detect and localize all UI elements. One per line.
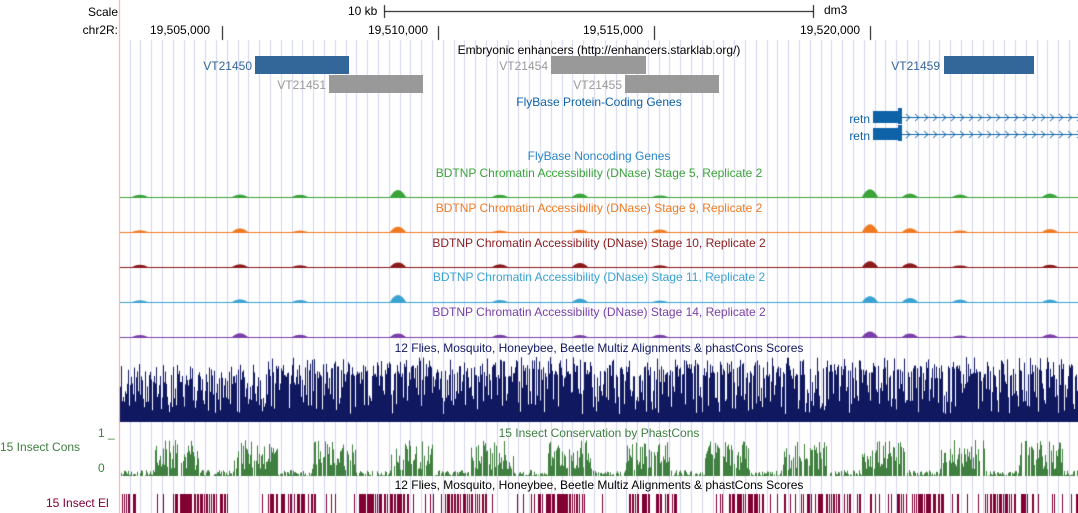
enhancer-feature[interactable] <box>255 56 349 74</box>
scale-label: Scale <box>87 5 118 19</box>
left-label-insect-cons[interactable]: 15 Insect Cons <box>0 440 81 454</box>
ruler-tick-label: 19,520,000 <box>800 23 861 37</box>
enhancer-label[interactable]: VT21450 <box>203 59 252 73</box>
assembly-label: dm3 <box>824 3 848 17</box>
enhancer-feature[interactable] <box>944 56 1034 74</box>
track-title-flybase-noncoding[interactable]: FlyBase Noncoding Genes <box>527 149 671 163</box>
track-title-dnase-stage5[interactable]: BDTNP Chromatin Accessibility (DNase) St… <box>435 166 763 180</box>
track-title-dnase-stage9[interactable]: BDTNP Chromatin Accessibility (DNase) St… <box>435 201 763 215</box>
track-title-elements[interactable]: 12 Flies, Mosquito, Honeybee, Beetle Mul… <box>394 478 804 492</box>
gene-label-retn[interactable]: retn <box>849 112 870 126</box>
chrom-label: chr2R: <box>82 23 118 37</box>
cons-axis-max: 1 _ <box>98 426 115 440</box>
track-title-enhancers[interactable]: Embryonic enhancers (http://enhancers.st… <box>457 43 741 57</box>
gene-label-retn[interactable]: retn <box>849 129 870 143</box>
ruler-tick-label: 19,505,000 <box>150 23 211 37</box>
enhancer-feature[interactable] <box>551 56 646 74</box>
track-title-dnase-stage14[interactable]: BDTNP Chromatin Accessibility (DNase) St… <box>432 305 766 319</box>
track-title-dnase-stage11[interactable]: BDTNP Chromatin Accessibility (DNase) St… <box>432 270 766 284</box>
scale-bar-label: 10 kb <box>348 4 378 18</box>
enhancer-feature[interactable] <box>625 75 719 93</box>
track-title-phastcons[interactable]: 15 Insect Conservation by PhastCons <box>498 426 700 440</box>
ruler-tick-label: 19,515,000 <box>583 23 644 37</box>
enhancer-label[interactable]: VT21451 <box>277 78 326 92</box>
enhancer-label[interactable]: VT21459 <box>891 59 940 73</box>
enhancer-feature[interactable] <box>329 75 423 93</box>
cons-axis-min: 0 <box>98 461 105 475</box>
enhancer-label[interactable]: VT21454 <box>499 59 548 73</box>
ruler-tick-label: 19,510,000 <box>368 23 429 37</box>
track-title-dnase-stage10[interactable]: BDTNP Chromatin Accessibility (DNase) St… <box>432 236 766 250</box>
enhancer-label[interactable]: VT21455 <box>573 78 622 92</box>
track-title-multiz[interactable]: 12 Flies, Mosquito, Honeybee, Beetle Mul… <box>394 341 804 355</box>
left-label-insect-el[interactable]: 15 Insect El <box>46 496 109 510</box>
track-title-flybase-coding[interactable]: FlyBase Protein-Coding Genes <box>516 95 682 109</box>
